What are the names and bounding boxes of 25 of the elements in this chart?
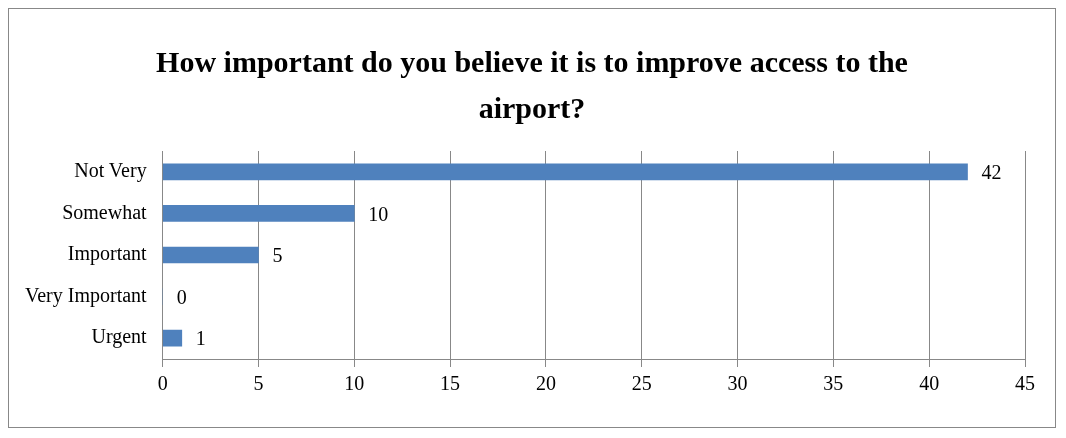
data-label: 5 [272,244,283,267]
chart-title: How important do you believe it is to improve access to the airport? [155,44,909,126]
bar [162,329,183,347]
y-tick-label: Not Very [74,159,147,183]
bar [162,163,968,181]
x-tick-label: 15 [440,372,461,395]
x-tick-label: 5 [253,372,264,395]
x-tick-label: 40 [919,372,940,395]
y-tick-label: Urgent [91,325,148,349]
data-label: 10 [368,202,389,225]
x-tick-label: 35 [823,372,844,395]
bar [162,246,259,264]
x-tick-label: 25 [631,372,652,395]
y-tick-label: Somewhat [62,200,148,223]
data-label: 1 [195,327,206,350]
x-tick-label: 10 [344,372,365,395]
x-tick-label: 45 [1015,372,1035,395]
bar [162,205,355,222]
data-label: 42 [981,161,1002,184]
x-tick-label: 20 [535,372,556,395]
x-tick-label: 0 [157,372,168,395]
data-label: 0 [176,285,187,308]
x-tick-label: 30 [727,372,748,395]
y-tick-label: Important [67,242,148,266]
y-tick-label: Very Important [24,283,148,307]
